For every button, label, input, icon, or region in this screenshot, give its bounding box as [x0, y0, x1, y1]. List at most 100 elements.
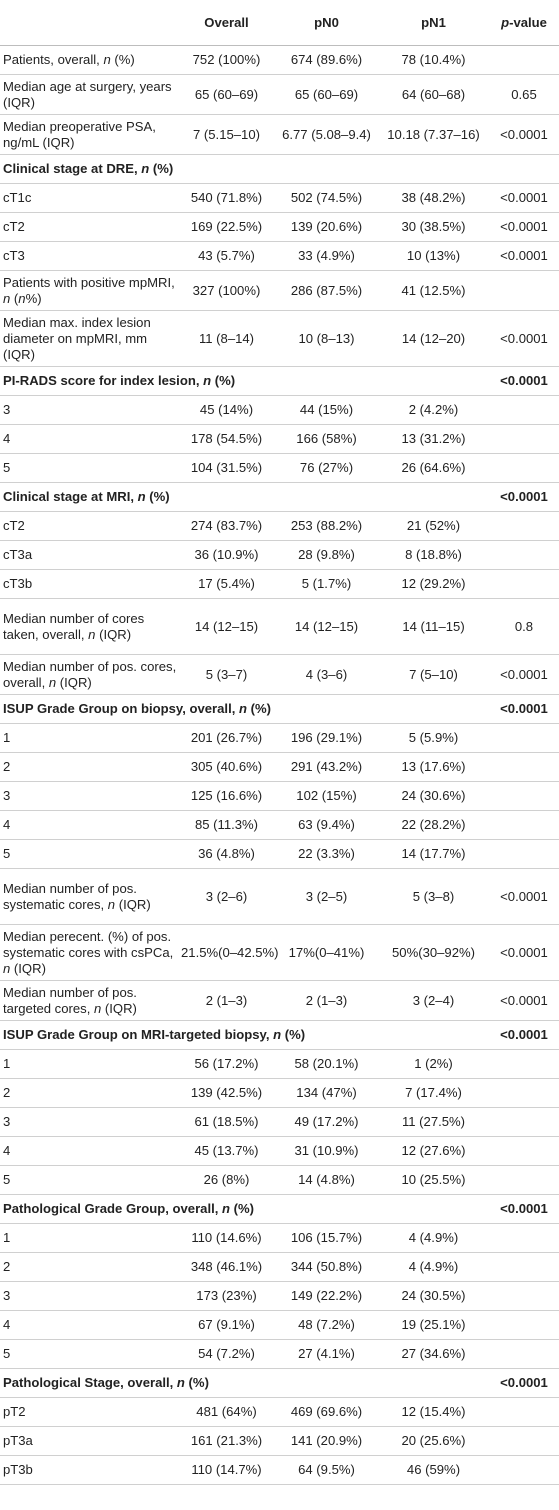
cell-pn0: 14 (4.8%): [298, 1172, 355, 1187]
cell-pn0: 106 (15.7%): [290, 1230, 363, 1245]
cell-p-value: [486, 271, 559, 311]
cell-p-value: [486, 1137, 559, 1166]
cell-p-value: [486, 570, 559, 599]
header-cell-pn1: pN1: [378, 0, 486, 46]
cell-pn0: 22 (3.3%): [298, 846, 355, 861]
cell-label: Median max. index lesion diameter on mpM…: [3, 314, 151, 362]
cell-label: 3: [3, 788, 11, 803]
cell-pn0: 166 (58%): [296, 431, 357, 446]
section-header-row: Pathological Stage, overall, n (%) <0.000…: [0, 1369, 559, 1398]
cell-label: 4: [3, 817, 11, 832]
cell-overall: 3 (2–6): [205, 888, 248, 904]
cell-p-value: <0.0001: [500, 489, 548, 504]
cell-pn0: 3 (2–5): [305, 888, 348, 904]
cell-label: Median number of pos. targeted cores, n …: [3, 984, 137, 1016]
cell-pn1: [378, 1369, 486, 1398]
table-row: 5 104 (31.5%) 76 (27%) 26 (64.6%): [0, 454, 559, 483]
table-row: pT3b 110 (14.7%) 64 (9.5%) 46 (59%): [0, 1456, 559, 1485]
cell-p-value: [486, 1398, 559, 1427]
cell-label: cT1c: [3, 190, 32, 205]
cell-label: 2: [3, 759, 11, 774]
cell-p-value: 0.8: [514, 618, 534, 634]
cell-overall: 36 (4.8%): [198, 846, 255, 861]
table-row: 2 305 (40.6%) 291 (43.2%) 13 (17.6%): [0, 753, 559, 782]
cell-label: cT3b: [3, 576, 33, 591]
cell-overall: 348 (46.1%): [190, 1259, 263, 1274]
cell-label: Median number of pos. systematic cores, …: [3, 880, 151, 912]
cell-label: Clinical stage at MRI, n (%): [3, 489, 170, 504]
cell-overall: 481 (64%): [196, 1404, 257, 1419]
cell-label: 2: [3, 1085, 11, 1100]
cell-p-value: [486, 1108, 559, 1137]
cell-label: Patients with positive mpMRI, n (n%): [3, 274, 175, 306]
cell-overall: 65 (60–69): [194, 86, 259, 102]
table-row: 3 45 (14%) 44 (15%) 2 (4.2%): [0, 396, 559, 425]
cell-pn0: 141 (20.9%): [290, 1433, 363, 1448]
table-row: 5 36 (4.8%) 22 (3.3%) 14 (17.7%): [0, 840, 559, 869]
cell-pn1: [378, 367, 486, 396]
cell-pn1: 4 (4.9%): [408, 1259, 459, 1274]
section-header-row: Clinical stage at MRI, n (%) <0.0001: [0, 483, 559, 512]
cell-pn1: 11 (27.5%): [401, 1114, 466, 1129]
cell-overall: 104 (31.5%): [190, 460, 263, 475]
cell-pn0: 2 (1–3): [305, 992, 348, 1008]
cell-p-value: <0.0001: [500, 888, 548, 904]
cell-p-value: [486, 1340, 559, 1369]
cell-p-value: [486, 1311, 559, 1340]
table-row: Median preoperative PSA, ng/mL (IQR) 7 (5…: [0, 115, 559, 155]
cell-overall: 752 (100%): [192, 52, 261, 67]
table-row: Median number of pos. systematic cores, …: [0, 869, 559, 925]
cell-pn1: 64 (60–68): [401, 86, 466, 102]
table-row: cT3a 36 (10.9%) 28 (9.8%) 8 (18.8%): [0, 541, 559, 570]
cell-p-value: [486, 1224, 559, 1253]
table-row: 5 26 (8%) 14 (4.8%) 10 (25.5%): [0, 1166, 559, 1195]
cell-pn0: 63 (9.4%): [298, 817, 355, 832]
cell-label: Pathological Grade Group, overall, n (%): [3, 1201, 255, 1216]
cell-pn0: 139 (20.6%): [290, 219, 363, 234]
cell-pn1: 24 (30.5%): [401, 1288, 466, 1303]
cell-pn0: 134 (47%): [296, 1085, 357, 1100]
cell-label: ISUP Grade Group on MRI-targeted biopsy,…: [3, 1027, 306, 1042]
cell-overall: [178, 155, 272, 184]
cell-label: Median perecent. (%) of pos. systematic …: [3, 928, 174, 976]
cell-p-value: [486, 396, 559, 425]
cell-label: Patients, overall, n (%): [3, 52, 135, 67]
table-row: Patients with positive mpMRI, n (n%) 327 …: [0, 271, 559, 311]
cell-pn1: 2 (4.2%): [408, 402, 459, 417]
table-row: 4 178 (54.5%) 166 (58%) 13 (31.2%): [0, 425, 559, 454]
cell-pn1: 14 (12–20): [401, 330, 466, 346]
cell-label: 1: [3, 730, 11, 745]
cell-overall: 85 (11.3%): [194, 817, 259, 832]
cell-overall: 43 (5.7%): [198, 248, 255, 263]
cell-p-value: [486, 454, 559, 483]
cell-p-value: [486, 840, 559, 869]
cell-label: 3: [3, 1288, 11, 1303]
table-row: cT3 43 (5.7%) 33 (4.9%) 10 (13%) <0.0001: [0, 242, 559, 271]
cell-label: 3: [3, 1114, 11, 1129]
cell-overall: 110 (14.6%): [191, 1230, 262, 1245]
cell-label: cT2: [3, 518, 25, 533]
table-row: 1 56 (17.2%) 58 (20.1%) 1 (2%): [0, 1050, 559, 1079]
cell-label: cT2: [3, 219, 25, 234]
cell-pn0: 291 (43.2%): [290, 759, 363, 774]
cell-pn0: [272, 1195, 378, 1224]
cell-pn1: 1 (2%): [414, 1056, 453, 1071]
cell-label: 3: [3, 402, 11, 417]
cell-p-value: [486, 512, 559, 541]
cell-pn0: 6.77 (5.08–9.4): [282, 126, 371, 142]
cell-pn0: 64 (9.5%): [298, 1462, 355, 1477]
cell-overall: 45 (13.7%): [194, 1143, 259, 1158]
cell-pn1: 20 (25.6%): [401, 1433, 466, 1448]
cell-p-value: [486, 1456, 559, 1485]
cell-overall: 178 (54.5%): [190, 431, 263, 446]
cell-pn1: 12 (29.2%): [401, 576, 466, 591]
cell-pn0: 102 (15%): [296, 788, 357, 803]
cell-label: 2: [3, 1259, 11, 1274]
table-row: 3 125 (16.6%) 102 (15%) 24 (30.6%): [0, 782, 559, 811]
cell-pn1: 78 (10.4%): [401, 52, 466, 67]
cell-label: Pathological Stage, overall, n (%): [3, 1375, 209, 1390]
cell-pn1: [378, 483, 486, 512]
cell-p-value: [486, 541, 559, 570]
cell-pn0: 76 (27%): [299, 460, 354, 475]
cell-pn0: 196 (29.1%): [290, 730, 363, 745]
